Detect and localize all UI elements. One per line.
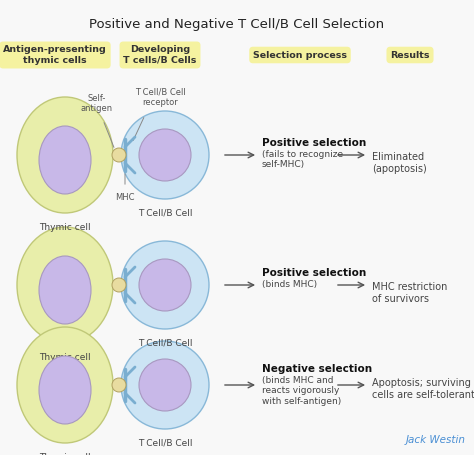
Ellipse shape: [39, 256, 91, 324]
Text: Positive selection: Positive selection: [262, 268, 366, 278]
Text: (binds MHC and
reacts vigorously
with self-antigen): (binds MHC and reacts vigorously with se…: [262, 376, 341, 406]
Text: Eliminated
(apoptosis): Eliminated (apoptosis): [372, 152, 427, 174]
Ellipse shape: [121, 241, 209, 329]
Text: Developing
T cells/B Cells: Developing T cells/B Cells: [123, 46, 197, 65]
Ellipse shape: [17, 227, 113, 343]
Ellipse shape: [139, 129, 191, 181]
Text: Selection process: Selection process: [253, 51, 347, 60]
Ellipse shape: [121, 111, 209, 199]
Text: T Cell/B Cell: T Cell/B Cell: [138, 439, 192, 448]
Text: Apoptosis; surviving
cells are self-tolerant: Apoptosis; surviving cells are self-tole…: [372, 378, 474, 399]
Ellipse shape: [112, 378, 126, 392]
Text: Antigen-presenting
thymic cells: Antigen-presenting thymic cells: [3, 46, 107, 65]
Text: T Cell/B Cell: T Cell/B Cell: [138, 339, 192, 348]
Text: Positive and Negative T Cell/B Cell Selection: Positive and Negative T Cell/B Cell Sele…: [90, 18, 384, 31]
Text: T Cell/B Cell
receptor: T Cell/B Cell receptor: [135, 88, 185, 107]
Ellipse shape: [39, 356, 91, 424]
Ellipse shape: [39, 126, 91, 194]
Ellipse shape: [139, 359, 191, 411]
Text: Jack Westin: Jack Westin: [406, 435, 466, 445]
Text: Results: Results: [390, 51, 430, 60]
Text: Self-
antigen: Self- antigen: [81, 94, 113, 113]
Text: Thymic cell: Thymic cell: [39, 353, 91, 362]
Text: Thymic cell: Thymic cell: [39, 453, 91, 455]
Ellipse shape: [17, 97, 113, 213]
Text: MHC restriction
of survivors: MHC restriction of survivors: [372, 282, 447, 303]
Text: (fails to recognize
self-MHC): (fails to recognize self-MHC): [262, 150, 343, 169]
Ellipse shape: [112, 148, 126, 162]
Ellipse shape: [17, 327, 113, 443]
Ellipse shape: [139, 259, 191, 311]
Ellipse shape: [121, 341, 209, 429]
Text: (binds MHC): (binds MHC): [262, 280, 317, 289]
Text: Positive selection: Positive selection: [262, 138, 366, 148]
Text: Negative selection: Negative selection: [262, 364, 372, 374]
Text: T Cell/B Cell: T Cell/B Cell: [138, 209, 192, 218]
Text: Thymic cell: Thymic cell: [39, 223, 91, 232]
Ellipse shape: [112, 278, 126, 292]
Text: MHC: MHC: [115, 193, 135, 202]
